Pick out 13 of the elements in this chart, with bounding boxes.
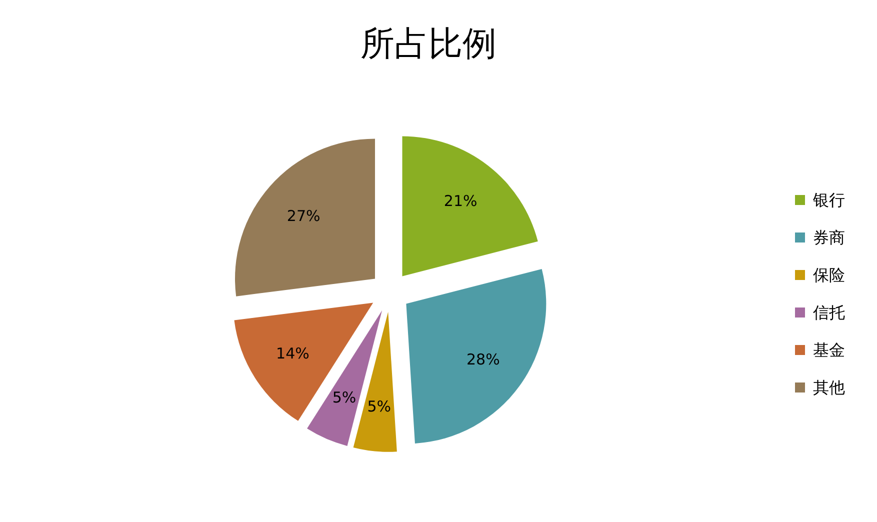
legend-label: 保险 xyxy=(813,266,845,284)
legend-label: 信托 xyxy=(813,303,845,322)
legend-label: 基金 xyxy=(813,340,845,360)
data-label: 14% xyxy=(276,344,310,363)
legend-label: 券商 xyxy=(813,228,845,247)
data-label: 5% xyxy=(367,398,392,416)
data-label: 28% xyxy=(466,350,500,369)
legend-label: 其他 xyxy=(813,378,845,397)
legend-label: 银行 xyxy=(812,190,845,210)
data-label: 27% xyxy=(286,206,320,225)
chart-title: 所占比例 xyxy=(360,24,496,64)
data-label: 5% xyxy=(332,388,356,407)
data-label: 21% xyxy=(444,192,478,210)
